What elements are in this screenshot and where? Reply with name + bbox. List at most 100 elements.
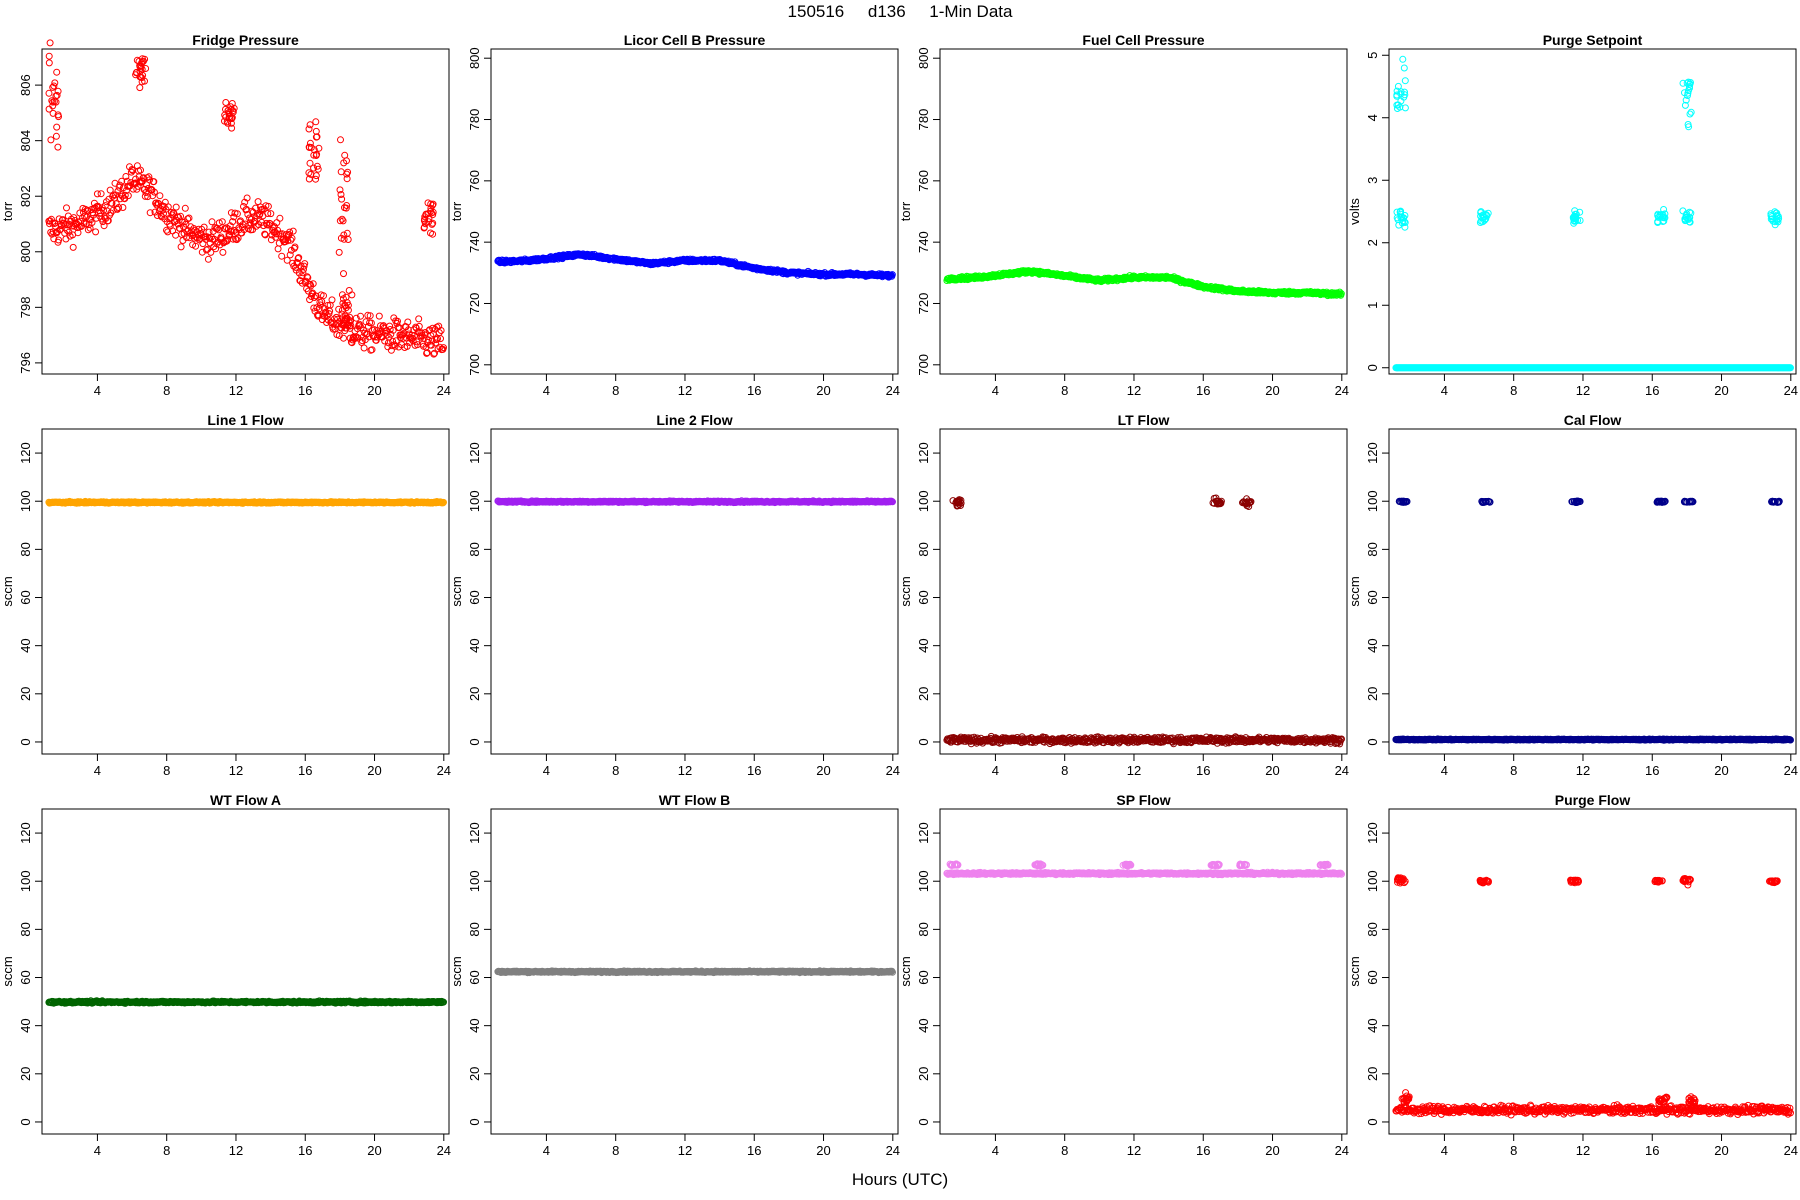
data-point [53, 123, 61, 131]
y-tick-label: 780 [467, 109, 482, 131]
y-tick-label: 700 [916, 354, 931, 376]
x-tick-label: 24 [437, 383, 451, 398]
series-points [494, 497, 896, 507]
data-point [50, 82, 58, 90]
series-points [45, 497, 447, 507]
data-point [138, 59, 146, 67]
data-point [223, 224, 230, 232]
x-tick-label: 12 [678, 763, 692, 778]
data-point [291, 243, 299, 251]
x-tick-label: 20 [367, 383, 381, 398]
panel-title: LT Flow [1118, 412, 1170, 428]
y-tick-label: 0 [18, 738, 33, 745]
data-point [337, 191, 345, 198]
data-point [335, 305, 343, 313]
data-point [339, 217, 347, 225]
data-point [314, 165, 322, 173]
data-point [320, 292, 327, 300]
data-point [162, 205, 170, 213]
y-axis-label: torr [449, 201, 464, 221]
data-point [177, 243, 185, 251]
data-point [343, 202, 351, 209]
x-tick-label: 12 [1576, 383, 1590, 398]
x-tick-label: 20 [1265, 763, 1279, 778]
data-point [229, 218, 237, 226]
x-tick-label: 4 [543, 383, 550, 398]
y-tick-label: 60 [467, 590, 482, 604]
data-point [63, 226, 71, 234]
data-point [261, 231, 269, 239]
data-point [343, 170, 351, 178]
data-point [345, 287, 353, 294]
data-point [222, 99, 230, 106]
data-point [312, 172, 320, 180]
data-point [301, 260, 309, 268]
data-point [315, 144, 323, 152]
data-point [372, 336, 380, 344]
plot-frame [41, 428, 450, 755]
y-tick-label: 100 [467, 490, 482, 512]
data-point [137, 166, 144, 174]
data-point [52, 92, 60, 100]
panel-title: Fuel Cell Pressure [1082, 32, 1204, 48]
data-point [404, 318, 412, 326]
data-point [286, 251, 294, 259]
data-point [198, 248, 206, 256]
panel-title: Fridge Pressure [192, 32, 299, 48]
data-point [49, 109, 57, 117]
data-point [229, 108, 237, 116]
data-point [124, 192, 132, 200]
data-point [100, 222, 108, 230]
data-point [121, 191, 129, 199]
x-tick-label: 4 [94, 763, 101, 778]
data-point [335, 248, 343, 256]
y-tick-label: 20 [18, 687, 33, 701]
data-point [328, 296, 336, 304]
data-point [387, 346, 395, 354]
x-tick-label: 24 [886, 763, 900, 778]
y-tick-label: 760 [916, 170, 931, 192]
y-tick-label: 804 [18, 130, 33, 152]
data-point [132, 71, 140, 79]
y-tick-label: 80 [916, 542, 931, 556]
data-point [46, 39, 54, 47]
data-point [343, 175, 351, 183]
data-point [368, 346, 376, 354]
data-point [173, 213, 181, 221]
data-point [338, 291, 346, 299]
data-point [339, 314, 346, 322]
plot-frame [490, 48, 899, 375]
data-point [347, 317, 355, 325]
y-tick-label: 740 [467, 231, 482, 253]
data-point [306, 139, 314, 147]
data-point [127, 168, 135, 176]
x-tick-label: 12 [229, 383, 243, 398]
x-tick-label: 20 [1265, 383, 1279, 398]
data-point [208, 218, 216, 226]
y-tick-label: 780 [916, 109, 931, 131]
data-point [164, 228, 172, 236]
data-point [53, 68, 61, 76]
y-tick-label: 120 [916, 442, 931, 464]
x-tick-label: 8 [1510, 383, 1517, 398]
data-point [334, 315, 341, 323]
data-point [246, 214, 254, 222]
x-tick-label: 24 [1784, 383, 1798, 398]
data-point [241, 220, 249, 228]
y-tick-label: 4 [1365, 114, 1380, 121]
y-axis-label: torr [898, 201, 913, 221]
data-point [50, 235, 58, 243]
data-point [431, 349, 438, 357]
data-point [172, 231, 180, 239]
y-axis-label: sccm [449, 576, 464, 606]
data-point [111, 179, 119, 187]
x-tick-label: 8 [612, 763, 619, 778]
data-point [172, 203, 180, 211]
data-point [136, 73, 144, 81]
data-point [51, 79, 59, 87]
data-point [221, 225, 229, 233]
data-point [287, 236, 295, 244]
data-point [437, 335, 444, 343]
data-point [346, 324, 354, 332]
